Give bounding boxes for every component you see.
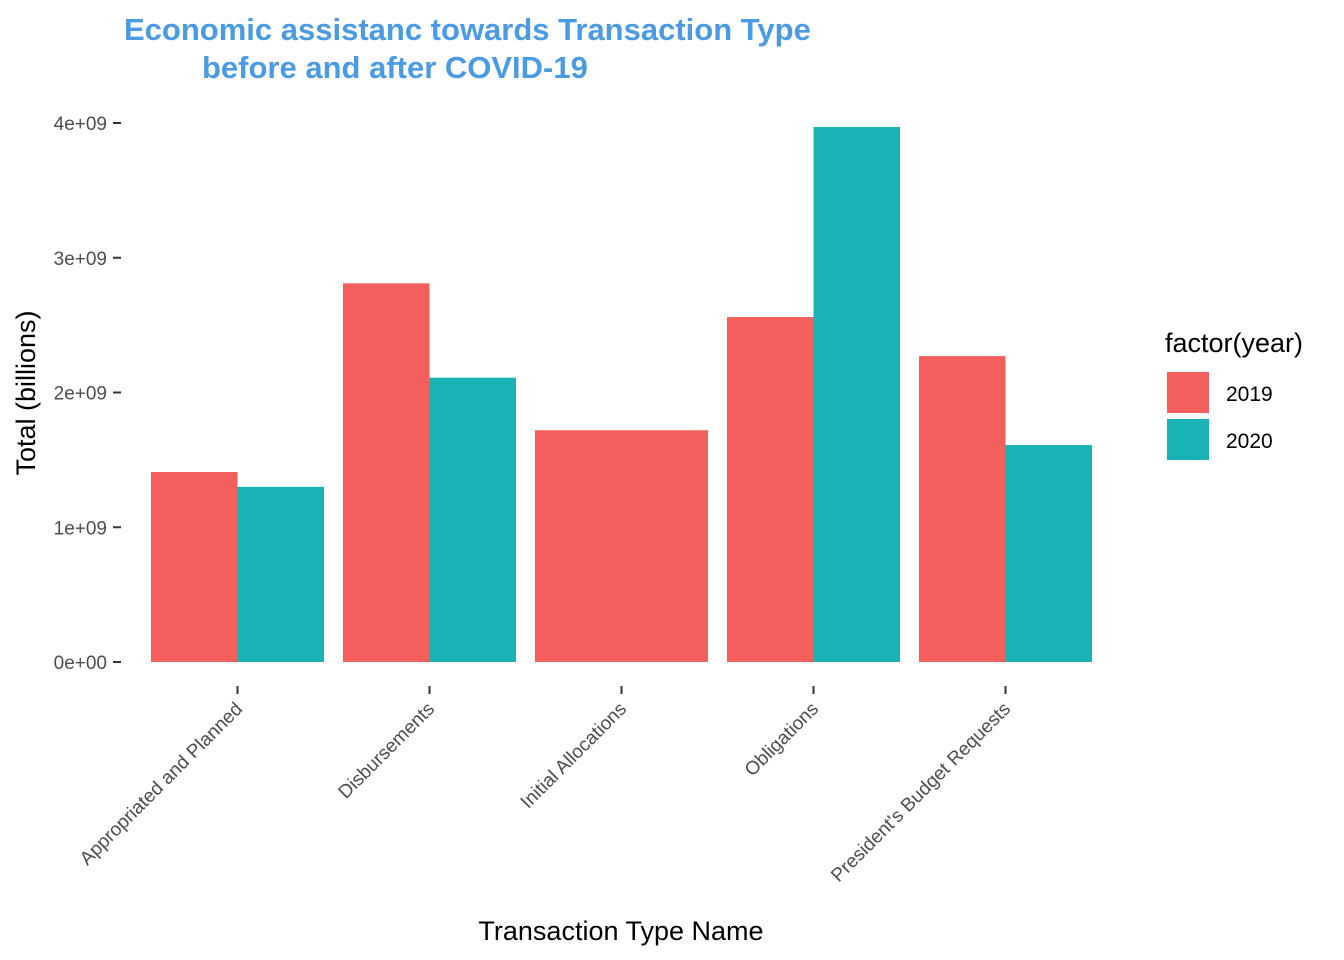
legend: factor(year) 2019 2020 bbox=[1165, 328, 1303, 460]
legend-label-2020: 2020 bbox=[1226, 430, 1273, 453]
x-tick-label: Disbursements bbox=[335, 699, 439, 803]
x-axis: Appropriated and Planned Disbursements Ini… bbox=[76, 686, 1015, 886]
legend-label-2019: 2019 bbox=[1226, 383, 1273, 406]
bar-2020 bbox=[1005, 445, 1092, 662]
bar-2019 bbox=[535, 430, 708, 662]
chart-title: Economic assistanc towards Transaction T… bbox=[124, 12, 811, 85]
y-tick-label: 0e+00 bbox=[54, 653, 107, 674]
chart-title-line-2: before and after COVID-19 bbox=[202, 50, 588, 85]
bar-2019 bbox=[727, 317, 814, 662]
bar-2020 bbox=[813, 127, 900, 663]
chart-title-line-1: Economic assistanc towards Transaction T… bbox=[124, 12, 811, 47]
y-tick-label: 3e+09 bbox=[54, 249, 107, 270]
x-tick-label: Obligations bbox=[741, 699, 823, 781]
legend-swatch-2019 bbox=[1167, 372, 1209, 413]
bar-2020 bbox=[429, 377, 516, 662]
y-tick-label: 4e+09 bbox=[54, 114, 107, 135]
y-tick-label: 2e+09 bbox=[54, 384, 107, 405]
x-tick-label: Initial Allocations bbox=[517, 699, 631, 813]
legend-title: factor(year) bbox=[1165, 328, 1303, 358]
x-tick-label: President's Budget Requests bbox=[827, 699, 1015, 887]
bar-2019 bbox=[343, 283, 430, 662]
x-tick-label: Appropriated and Planned bbox=[76, 699, 247, 870]
y-tick-label: 1e+09 bbox=[54, 518, 107, 539]
bar-2019 bbox=[919, 356, 1006, 662]
y-axis: 0e+00 1e+09 2e+09 3e+09 4e+09 bbox=[54, 114, 121, 674]
x-axis-title: Transaction Type Name bbox=[478, 916, 763, 946]
y-axis-title: Total (billions) bbox=[11, 310, 41, 475]
bars bbox=[151, 127, 1092, 663]
legend-swatch-2020 bbox=[1167, 419, 1209, 460]
bar-2019 bbox=[151, 472, 238, 662]
bar-2020 bbox=[237, 486, 324, 662]
